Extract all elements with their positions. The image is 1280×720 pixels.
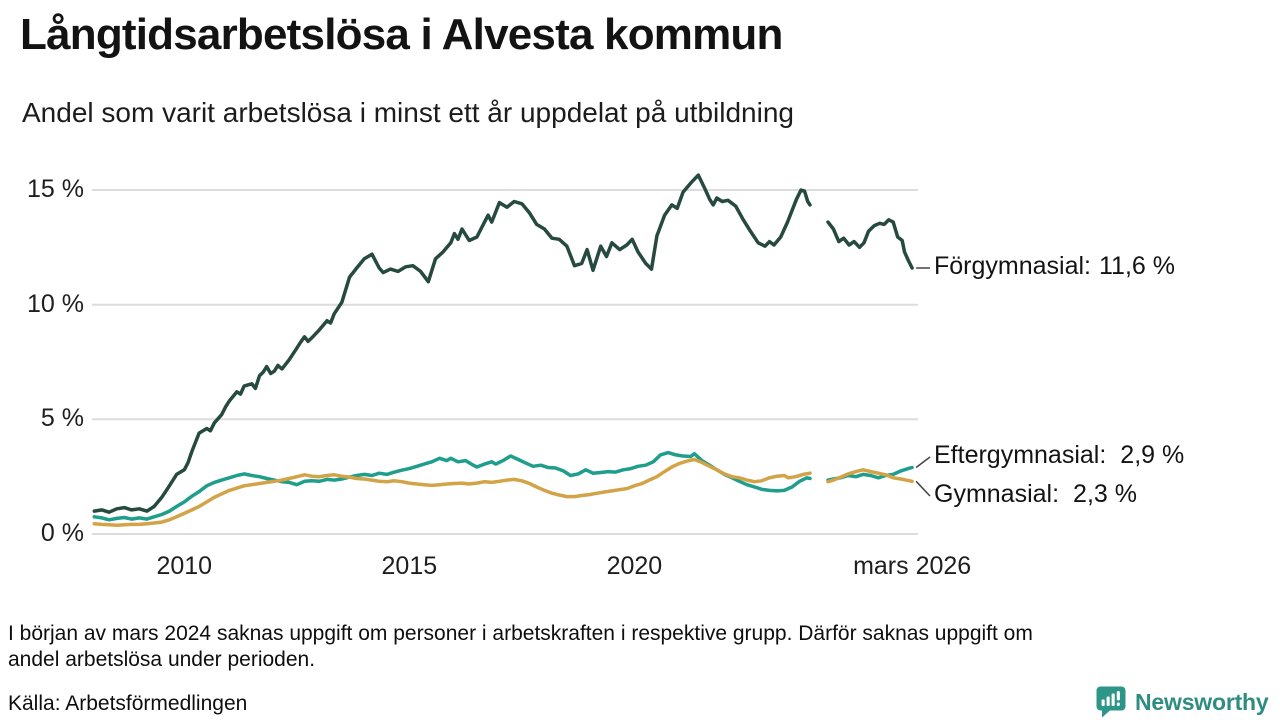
series-end-label-gymnasial: Gymnasial: 2,3 % — [934, 480, 1137, 509]
x-axis-tick-label: 2010 — [156, 552, 213, 580]
y-axis-tick-label: 0 % — [40, 519, 84, 547]
series-end-value: 11,6 % — [1099, 252, 1175, 280]
series-end-label-forgymnasial: Förgymnasial: 11,6 % — [934, 252, 1175, 281]
series-name: Eftergymnasial: — [934, 441, 1107, 469]
series-end-value: 2,9 % — [1120, 441, 1185, 469]
y-axis-tick-label: 15 % — [27, 175, 84, 203]
newsworthy-logo: Newsworthy — [1096, 686, 1269, 718]
y-axis-tick-label: 10 % — [27, 289, 84, 318]
series-end-value: 2,3 % — [1073, 480, 1137, 508]
x-axis-tick-label: 2015 — [381, 552, 438, 580]
newsworthy-wordmark: Newsworthy — [1135, 688, 1269, 715]
x-axis-tick-label: 2020 — [606, 552, 663, 580]
page-title: Långtidsarbetslösa i Alvesta kommun — [20, 10, 783, 59]
source-attribution: Källa: Arbetsförmedlingen — [8, 692, 248, 715]
series-end-label-eftergymnasial: Eftergymnasial: 2,9 % — [934, 441, 1184, 470]
y-axis-tick-label: 5 % — [40, 404, 84, 433]
series-name: Gymnasial: — [934, 480, 1060, 508]
chart-footnote: I början av mars 2024 saknas uppgift om … — [8, 622, 1033, 671]
newsworthy-bar-chart-bubble-icon — [1096, 686, 1126, 718]
page-subtitle: Andel som varit arbetslösa i minst ett å… — [22, 97, 794, 128]
series-name: Förgymnasial: — [934, 252, 1091, 280]
x-axis-tick-label: mars 2026 — [853, 552, 972, 580]
